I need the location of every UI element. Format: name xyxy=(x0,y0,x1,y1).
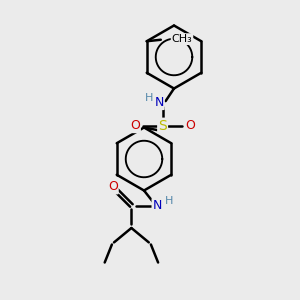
Text: CH₃: CH₃ xyxy=(172,34,192,44)
Text: H: H xyxy=(165,196,174,206)
Text: S: S xyxy=(158,119,167,133)
Text: O: O xyxy=(185,119,195,132)
Text: O: O xyxy=(130,119,140,132)
Text: H: H xyxy=(145,92,153,103)
Text: O: O xyxy=(108,180,118,194)
Text: N: N xyxy=(154,96,164,109)
Text: N: N xyxy=(152,199,162,212)
